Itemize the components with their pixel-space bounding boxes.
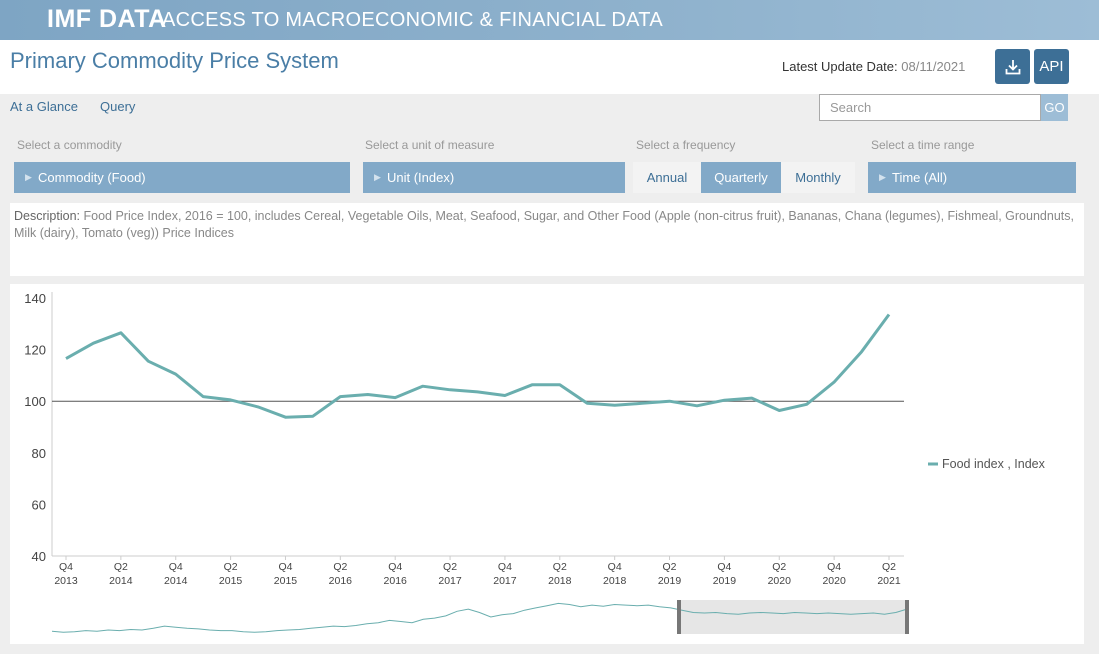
x-tick-quarter-label: Q4 bbox=[717, 561, 731, 573]
caret-right-icon: ▶ bbox=[374, 172, 381, 182]
caret-right-icon: ▶ bbox=[879, 172, 886, 182]
download-icon bbox=[1005, 59, 1020, 74]
commodity-value: Commodity (Food) bbox=[38, 170, 146, 185]
x-tick-year-label: 2018 bbox=[548, 575, 572, 587]
x-tick-quarter-label: Q2 bbox=[224, 561, 238, 573]
x-tick-year-label: 2014 bbox=[164, 575, 188, 587]
caret-right-icon: ▶ bbox=[25, 172, 32, 182]
time-label: Select a time range bbox=[871, 138, 975, 152]
food-index-chart: 40 60 80 100 120 140 Q4 2013 Q2 2014 Q4 2014 Q2 2015 Q… bbox=[24, 291, 1046, 634]
x-tick-quarter-label: Q4 bbox=[278, 561, 292, 573]
time-select[interactable]: ▶ Time (All) bbox=[868, 162, 1076, 193]
frequency-quarterly[interactable]: Quarterly bbox=[701, 162, 781, 193]
x-tick-year-label: 2016 bbox=[329, 575, 353, 587]
commodity-select[interactable]: ▶ Commodity (Food) bbox=[14, 162, 350, 193]
x-tick-year-label: 2019 bbox=[658, 575, 682, 587]
x-tick-quarter-label: Q4 bbox=[59, 561, 73, 573]
food-index-series-line bbox=[65, 313, 891, 419]
x-tick-year-label: 2013 bbox=[54, 575, 78, 587]
commodity-label: Select a commodity bbox=[17, 138, 122, 152]
x-tick-year-label: 2016 bbox=[384, 575, 408, 587]
main-nav: At a Glance Query bbox=[0, 94, 1099, 122]
frequency-monthly[interactable]: Monthly bbox=[781, 162, 855, 193]
x-tick-year-label: 2020 bbox=[822, 575, 846, 587]
x-tick-quarter-label: Q4 bbox=[608, 561, 622, 573]
search-go-button[interactable]: GO bbox=[1041, 94, 1068, 121]
download-button[interactable] bbox=[995, 49, 1030, 84]
x-tick-quarter-label: Q2 bbox=[882, 561, 896, 573]
nav-query[interactable]: Query bbox=[100, 99, 136, 114]
y-tick-label: 40 bbox=[32, 549, 46, 564]
x-tick-year-label: 2021 bbox=[877, 575, 901, 587]
x-tick-quarter-label: Q2 bbox=[553, 561, 567, 573]
x-tick-quarter-label: Q2 bbox=[114, 561, 128, 573]
frequency-annual[interactable]: Annual bbox=[633, 162, 701, 193]
description-text: Food Price Index, 2016 = 100, includes C… bbox=[14, 209, 1074, 240]
imf-data-logo[interactable]: IMF DATA bbox=[47, 5, 167, 33]
unit-label: Select a unit of measure bbox=[365, 138, 495, 152]
latest-update: Latest Update Date: 08/11/2021 bbox=[782, 59, 965, 74]
x-tick-year-label: 2020 bbox=[768, 575, 792, 587]
page-title: Primary Commodity Price System bbox=[10, 48, 339, 73]
y-tick-label: 120 bbox=[24, 343, 46, 358]
navigator-series-line bbox=[51, 602, 908, 633]
banner-tagline: ACCESS TO MACROECONOMIC & FINANCIAL DATA bbox=[162, 9, 663, 31]
x-tick-quarter-label: Q2 bbox=[772, 561, 786, 573]
x-tick-quarter-label: Q2 bbox=[333, 561, 347, 573]
y-tick-label: 80 bbox=[32, 446, 46, 461]
top-banner: IMF DATA ACCESS TO MACROECONOMIC & FINAN… bbox=[0, 0, 1099, 40]
x-tick-quarter-label: Q4 bbox=[169, 561, 183, 573]
unit-select[interactable]: ▶ Unit (Index) bbox=[363, 162, 625, 193]
nav-at-a-glance[interactable]: At a Glance bbox=[10, 99, 78, 114]
x-tick-quarter-label: Q2 bbox=[663, 561, 677, 573]
x-tick-quarter-label: Q2 bbox=[443, 561, 457, 573]
x-tick-year-label: 2015 bbox=[274, 575, 298, 587]
unit-value: Unit (Index) bbox=[387, 170, 455, 185]
x-tick-quarter-label: Q4 bbox=[498, 561, 512, 573]
y-tick-label: 140 bbox=[24, 291, 46, 306]
x-tick-quarter-label: Q4 bbox=[388, 561, 402, 573]
time-value: Time (All) bbox=[892, 170, 948, 185]
x-tick-year-label: 2015 bbox=[219, 575, 243, 587]
x-tick-year-label: 2018 bbox=[603, 575, 627, 587]
navigator-selection bbox=[679, 600, 907, 634]
update-label: Latest Update Date: bbox=[782, 59, 898, 74]
description-panel: Description: Food Price Index, 2016 = 10… bbox=[10, 203, 1084, 276]
frequency-label: Select a frequency bbox=[636, 138, 736, 152]
x-tick-quarter-label: Q4 bbox=[827, 561, 841, 573]
chart-panel: 40 60 80 100 120 140 Q4 2013 Q2 2014 Q4 2014 Q2 2015 Q… bbox=[10, 284, 1084, 644]
description-label: Description: bbox=[14, 209, 80, 223]
api-button[interactable]: API bbox=[1034, 49, 1069, 84]
search-input[interactable]: Search bbox=[819, 94, 1041, 121]
page-header: Primary Commodity Price System Latest Up… bbox=[0, 40, 1099, 94]
y-tick-label: 100 bbox=[24, 394, 46, 409]
x-tick-year-label: 2017 bbox=[493, 575, 517, 587]
legend-label: Food index , Index bbox=[942, 457, 1046, 471]
x-tick-year-label: 2017 bbox=[438, 575, 462, 587]
update-date: 08/11/2021 bbox=[901, 59, 966, 74]
x-tick-year-label: 2019 bbox=[713, 575, 737, 587]
x-tick-year-label: 2014 bbox=[109, 575, 133, 587]
y-tick-label: 60 bbox=[32, 497, 46, 512]
